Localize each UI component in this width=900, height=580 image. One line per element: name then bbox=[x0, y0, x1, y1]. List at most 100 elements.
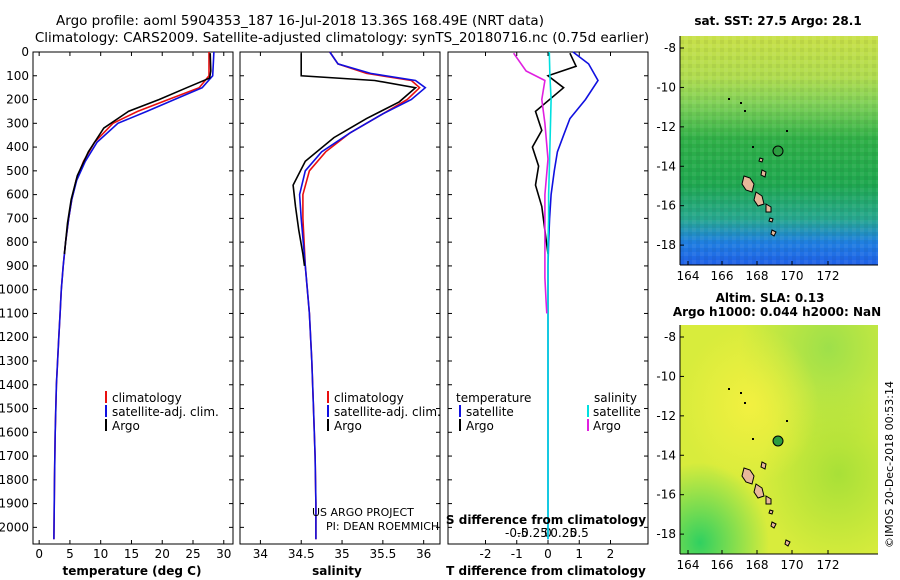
sst-map-lat-ticks: -8 -10 -12 -14 -16 -18 bbox=[656, 41, 684, 252]
lon-tick-label: 170 bbox=[781, 558, 804, 572]
y-tick-label: 1500 bbox=[0, 402, 29, 416]
credit-line-1: US ARGO PROJECT bbox=[312, 506, 414, 519]
y-tick-label: 0 bbox=[21, 45, 29, 59]
island-ambrym bbox=[760, 169, 767, 178]
t-difference-axis-ticks: -2 -1 0 1 2 bbox=[448, 51, 648, 561]
islet bbox=[744, 110, 746, 112]
lat-tick-label: -16 bbox=[656, 488, 676, 502]
lat-tick-label: -12 bbox=[656, 409, 676, 423]
y-tick-label: 100 bbox=[6, 69, 29, 83]
x-tick-label: 34 bbox=[253, 547, 268, 561]
island-tanna bbox=[770, 229, 777, 237]
island-small-2 bbox=[784, 539, 791, 547]
series-line-climatology bbox=[53, 52, 210, 540]
lat-tick-label: -16 bbox=[656, 199, 676, 213]
sla-map-islets bbox=[728, 388, 788, 440]
legend-title-temperature: temperature bbox=[456, 391, 531, 405]
x-tick-label: 2 bbox=[607, 547, 615, 561]
s-tick-label: -0.25 bbox=[517, 526, 548, 540]
lat-tick-label: -12 bbox=[656, 120, 676, 134]
difference-legend: temperature salinity satellite Argo sate… bbox=[456, 391, 641, 433]
temperature-plot-frame bbox=[32, 51, 234, 545]
t-difference-xlabel: T difference from climatology bbox=[446, 564, 646, 578]
temperature-series bbox=[53, 51, 215, 540]
y-tick-label: 300 bbox=[6, 116, 29, 130]
sst-map-title: sat. SST: 27.5 Argo: 28.1 bbox=[694, 14, 861, 28]
lon-tick-label: 166 bbox=[711, 269, 734, 283]
island-espiritu-santo bbox=[741, 467, 755, 485]
island-espiritu-santo bbox=[741, 175, 755, 193]
x-tick-label: 35 bbox=[334, 547, 349, 561]
x-tick-label: 0 bbox=[35, 547, 43, 561]
sla-map-panel: Altim. SLA: 0.13 Argo h1000: 0.044 h2000… bbox=[656, 291, 881, 572]
imos-credit: ©IMOS 20-Dec-2018 00:53:14 bbox=[883, 381, 896, 548]
y-tick-label: 1900 bbox=[0, 497, 29, 511]
difference-panel: -2 -1 0 1 2 -0.5-0.25 0 0.250.5 T difference f… bbox=[446, 51, 649, 578]
sst-map-islands bbox=[741, 157, 777, 237]
x-tick-label: 35.5 bbox=[369, 547, 396, 561]
y-tick-label: 700 bbox=[6, 211, 29, 225]
salinity-plot-frame bbox=[239, 51, 441, 545]
sst-map-lon-ticks: 164 166 168 170 172 bbox=[677, 261, 840, 283]
sst-map-panel: sat. SST: 27.5 Argo: 28.1 bbox=[656, 14, 878, 283]
x-tick-label: 0 bbox=[544, 547, 552, 561]
islet bbox=[786, 420, 788, 422]
island-ambrym bbox=[760, 461, 767, 470]
salinity-panel: 34 34.5 35 35.5 36 salinity climatology sate… bbox=[239, 51, 441, 578]
island-efate bbox=[765, 495, 772, 505]
lat-tick-label: -18 bbox=[656, 238, 676, 252]
salinity-xlabel: salinity bbox=[312, 564, 362, 578]
island-malekula bbox=[753, 483, 765, 499]
series-line-satellite-adj-clim- bbox=[298, 51, 427, 540]
y-tick-label: 600 bbox=[6, 188, 29, 202]
y-tick-label: 1700 bbox=[0, 449, 29, 463]
islet bbox=[752, 146, 754, 148]
x-tick-label: 30 bbox=[216, 547, 231, 561]
series-line-t-argo bbox=[531, 52, 578, 255]
sla-map-lon-ticks: 164 166 168 170 172 bbox=[677, 550, 840, 572]
series-line-argo bbox=[63, 53, 212, 255]
s-tick-label: 0.5 bbox=[570, 526, 589, 540]
series-line-s-argo bbox=[512, 52, 549, 314]
island-small-2 bbox=[758, 157, 764, 163]
temperature-xlabel: temperature (deg C) bbox=[63, 564, 202, 578]
sla-map-title-2: Argo h1000: 0.044 h2000: NaN bbox=[673, 305, 881, 319]
difference-series bbox=[512, 51, 599, 540]
lat-tick-label: -10 bbox=[656, 80, 676, 94]
island-small-1 bbox=[768, 509, 774, 515]
lon-tick-label: 164 bbox=[677, 558, 700, 572]
island-small-1 bbox=[768, 217, 774, 223]
temperature-legend: climatology satellite-adj. clim. Argo bbox=[105, 391, 219, 433]
y-tick-label: 1200 bbox=[0, 330, 29, 344]
figure-subtitle: Climatology: CARS2009. Satellite-adjuste… bbox=[35, 30, 649, 46]
s-tick-label: -0.5 bbox=[505, 526, 528, 540]
islet bbox=[740, 102, 742, 104]
x-tick-label: 25 bbox=[185, 547, 200, 561]
salinity-axis-ticks: 34 34.5 35 35.5 36 bbox=[240, 51, 440, 561]
x-tick-label: 34.5 bbox=[288, 547, 315, 561]
lat-tick-label: -8 bbox=[664, 41, 676, 55]
legend-label-satellite: satellite-adj. clim. bbox=[334, 405, 441, 419]
y-tick-label: 1600 bbox=[0, 425, 29, 439]
sla-map-lat-ticks: -8 -10 -12 -14 -16 -18 bbox=[656, 330, 684, 541]
series-line-argo bbox=[292, 53, 418, 267]
y-tick-label: 1100 bbox=[0, 306, 29, 320]
s-tick-label: 0.25 bbox=[550, 526, 577, 540]
x-tick-label: 10 bbox=[93, 547, 108, 561]
y-tick-label: 1800 bbox=[0, 473, 29, 487]
s-difference-xlabel: S difference from climatology bbox=[446, 513, 646, 527]
lon-tick-label: 168 bbox=[746, 558, 769, 572]
x-tick-label: -2 bbox=[480, 547, 492, 561]
lon-tick-label: 172 bbox=[817, 269, 840, 283]
lon-tick-label: 168 bbox=[746, 269, 769, 283]
y-tick-label: 2000 bbox=[0, 520, 29, 534]
island-tanna bbox=[770, 521, 777, 529]
x-tick-label: 5 bbox=[66, 547, 74, 561]
x-tick-label: 15 bbox=[124, 547, 139, 561]
island-malekula bbox=[753, 191, 765, 207]
sla-map-islands bbox=[741, 461, 791, 547]
y-tick-label: 1000 bbox=[0, 283, 29, 297]
lat-tick-label: -18 bbox=[656, 527, 676, 541]
lon-tick-label: 172 bbox=[817, 558, 840, 572]
credit-line-2: PI: DEAN ROEMMICH bbox=[326, 520, 439, 533]
